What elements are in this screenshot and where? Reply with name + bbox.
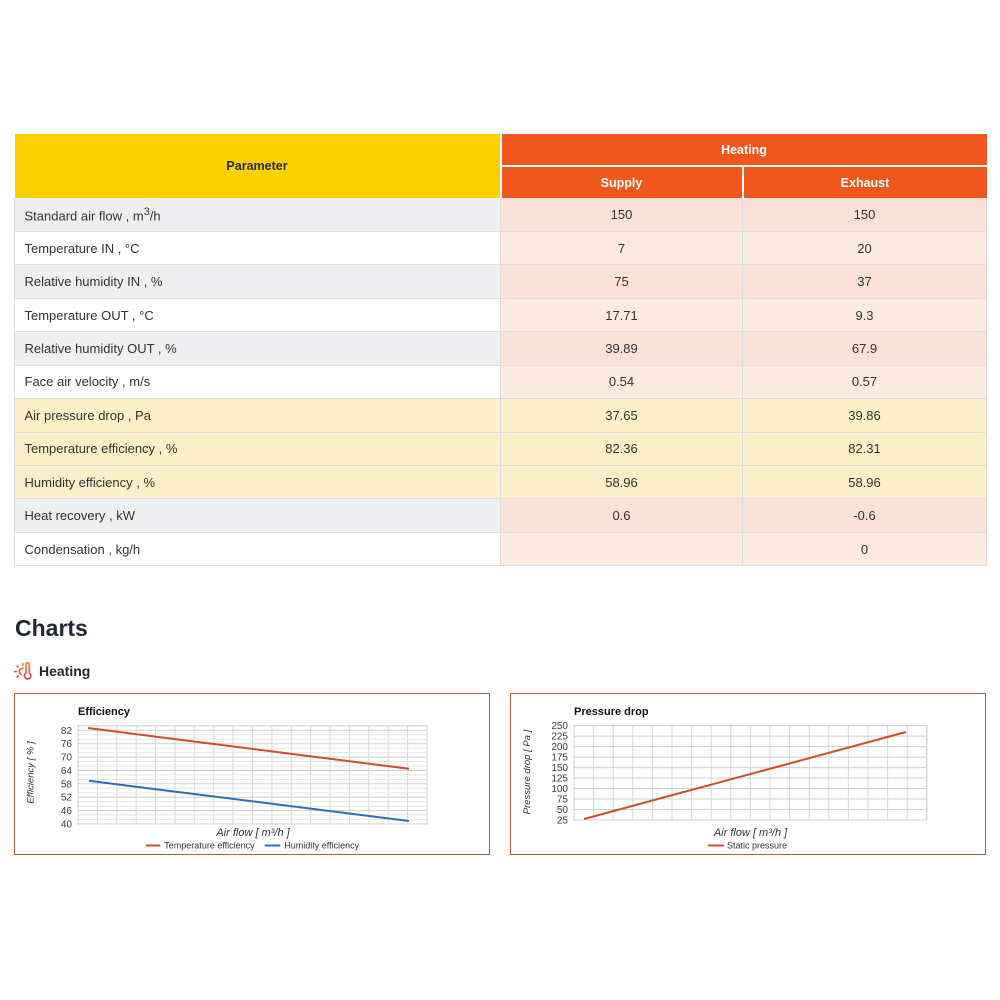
- svg-text:175: 175: [551, 753, 568, 764]
- svg-text:Pressure drop [ Pa ]: Pressure drop [ Pa ]: [522, 729, 533, 814]
- svg-text:Efficiency [ % ]: Efficiency [ % ]: [26, 741, 37, 804]
- svg-text:82: 82: [61, 726, 73, 737]
- svg-text:125: 125: [551, 774, 568, 785]
- svg-text:100: 100: [551, 784, 568, 795]
- svg-text:40: 40: [61, 820, 73, 831]
- svg-text:Humidity efficiency: Humidity efficiency: [284, 841, 359, 851]
- svg-text:Static pressure: Static pressure: [727, 841, 787, 851]
- svg-text:225: 225: [551, 732, 568, 743]
- svg-text:250: 250: [551, 721, 568, 732]
- svg-text:64: 64: [61, 766, 73, 777]
- svg-text:25: 25: [557, 816, 569, 827]
- svg-text:Air flow [ m³/h ]: Air flow [ m³/h ]: [215, 827, 290, 839]
- svg-text:Efficiency: Efficiency: [78, 706, 131, 718]
- svg-text:Temperature efficiency: Temperature efficiency: [164, 841, 255, 851]
- svg-text:76: 76: [61, 739, 73, 750]
- svg-text:52: 52: [61, 793, 73, 804]
- svg-text:75: 75: [557, 795, 569, 806]
- svg-text:200: 200: [551, 742, 568, 753]
- svg-text:70: 70: [61, 753, 73, 764]
- svg-text:50: 50: [557, 805, 569, 816]
- svg-text:Pressure drop: Pressure drop: [574, 706, 649, 718]
- svg-text:46: 46: [61, 806, 73, 817]
- svg-text:58: 58: [61, 779, 73, 790]
- svg-text:Air flow [ m³/h ]: Air flow [ m³/h ]: [713, 827, 788, 839]
- svg-text:150: 150: [551, 763, 568, 774]
